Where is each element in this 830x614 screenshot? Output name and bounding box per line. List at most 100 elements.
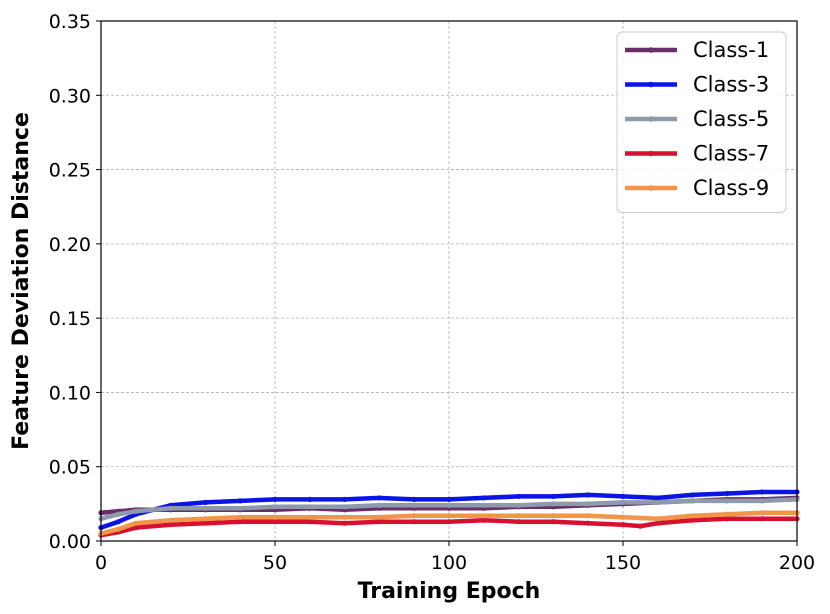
data-point bbox=[168, 517, 174, 523]
legend-marker bbox=[648, 81, 654, 88]
data-point bbox=[272, 496, 278, 502]
data-point bbox=[620, 493, 626, 500]
legend-box bbox=[616, 31, 787, 213]
series-line bbox=[98, 510, 800, 536]
legend-item: Class-3 bbox=[625, 73, 769, 97]
data-point bbox=[202, 516, 208, 522]
data-point bbox=[550, 493, 557, 500]
data-point bbox=[446, 519, 452, 525]
data-point bbox=[202, 520, 208, 526]
data-point bbox=[637, 523, 644, 529]
data-point bbox=[342, 504, 348, 510]
series-line bbox=[98, 489, 800, 530]
data-point bbox=[690, 513, 696, 519]
data-point bbox=[307, 504, 313, 510]
data-point bbox=[411, 519, 417, 525]
data-point bbox=[376, 519, 382, 525]
y-tick-label: 0.05 bbox=[49, 457, 91, 479]
data-point bbox=[655, 520, 661, 526]
legend-item: Class-1 bbox=[625, 38, 769, 62]
y-tick-label: 0.30 bbox=[49, 85, 91, 107]
series-lines bbox=[98, 489, 800, 538]
data-point bbox=[115, 511, 121, 517]
data-point bbox=[724, 516, 731, 522]
data-point bbox=[446, 502, 452, 508]
legend-item: Class-7 bbox=[625, 142, 769, 166]
series-line bbox=[98, 497, 800, 521]
data-point bbox=[376, 495, 382, 501]
y-tick-label: 0.35 bbox=[49, 11, 91, 33]
data-point bbox=[620, 499, 626, 505]
data-point bbox=[446, 496, 452, 502]
legend-label: Class-5 bbox=[693, 107, 769, 131]
data-point bbox=[690, 498, 696, 504]
data-point bbox=[411, 496, 417, 502]
x-tick-label: 50 bbox=[263, 552, 287, 574]
data-point bbox=[446, 513, 452, 519]
data-point bbox=[585, 492, 591, 498]
data-point bbox=[516, 519, 522, 525]
x-tick-label: 200 bbox=[779, 552, 815, 574]
data-point bbox=[272, 519, 278, 525]
legend-label: Class-1 bbox=[693, 38, 769, 62]
legend-label: Class-9 bbox=[693, 176, 769, 200]
x-tick-label: 0 bbox=[95, 552, 107, 574]
data-point bbox=[202, 499, 208, 505]
data-point bbox=[376, 514, 382, 520]
data-point bbox=[655, 516, 661, 522]
data-point bbox=[759, 510, 765, 516]
data-point bbox=[376, 502, 382, 508]
data-point bbox=[168, 522, 174, 528]
y-tick-label: 0.00 bbox=[49, 531, 91, 553]
legend-marker bbox=[648, 116, 654, 122]
series-class-9 bbox=[98, 510, 800, 537]
series-class-5 bbox=[98, 496, 800, 522]
series-class-3 bbox=[98, 489, 800, 531]
data-point bbox=[620, 522, 626, 528]
data-point bbox=[411, 502, 417, 508]
y-tick-label: 0.15 bbox=[49, 308, 91, 330]
data-point bbox=[550, 519, 557, 525]
data-point bbox=[168, 505, 174, 511]
data-point bbox=[411, 513, 417, 519]
x-axis-title: Training Epoch bbox=[358, 579, 541, 604]
y-axis-title: Feature Deviation Distance bbox=[9, 112, 34, 450]
x-tick-label: 150 bbox=[605, 552, 641, 574]
data-point bbox=[759, 498, 765, 504]
data-point bbox=[620, 514, 626, 520]
data-point bbox=[272, 514, 278, 520]
data-point bbox=[133, 525, 139, 531]
series-class-7 bbox=[98, 516, 800, 538]
data-point bbox=[202, 505, 208, 511]
data-point bbox=[585, 520, 591, 526]
data-point bbox=[133, 508, 139, 514]
data-point bbox=[115, 519, 121, 525]
data-point bbox=[307, 496, 313, 502]
data-point bbox=[759, 516, 765, 522]
data-point bbox=[115, 526, 121, 532]
data-point bbox=[307, 514, 313, 520]
legend-marker bbox=[648, 47, 654, 53]
data-point bbox=[342, 514, 348, 520]
data-point bbox=[307, 519, 313, 525]
axis-ticks: 0 50 100 150 200 0.00 0.05 0.10 0.15 0.20 0.25 0.30… bbox=[49, 11, 815, 574]
data-point bbox=[516, 513, 522, 519]
legend: Class-1 Class-3 Class-5 Class-7 Class-9 bbox=[616, 31, 787, 213]
data-point bbox=[342, 496, 348, 502]
data-point bbox=[690, 492, 696, 498]
data-point bbox=[342, 520, 348, 526]
legend-marker bbox=[648, 185, 654, 191]
data-point bbox=[481, 495, 487, 501]
data-point bbox=[516, 493, 522, 500]
y-tick-label: 0.20 bbox=[49, 234, 91, 256]
data-point bbox=[724, 498, 731, 504]
data-point bbox=[237, 505, 243, 511]
data-point bbox=[759, 489, 765, 495]
x-tick-label: 100 bbox=[431, 552, 467, 574]
data-point bbox=[481, 513, 487, 519]
data-point bbox=[655, 495, 661, 501]
data-point bbox=[724, 490, 731, 497]
y-tick-label: 0.25 bbox=[49, 160, 91, 182]
data-point bbox=[133, 520, 139, 526]
legend-label: Class-7 bbox=[693, 142, 769, 166]
